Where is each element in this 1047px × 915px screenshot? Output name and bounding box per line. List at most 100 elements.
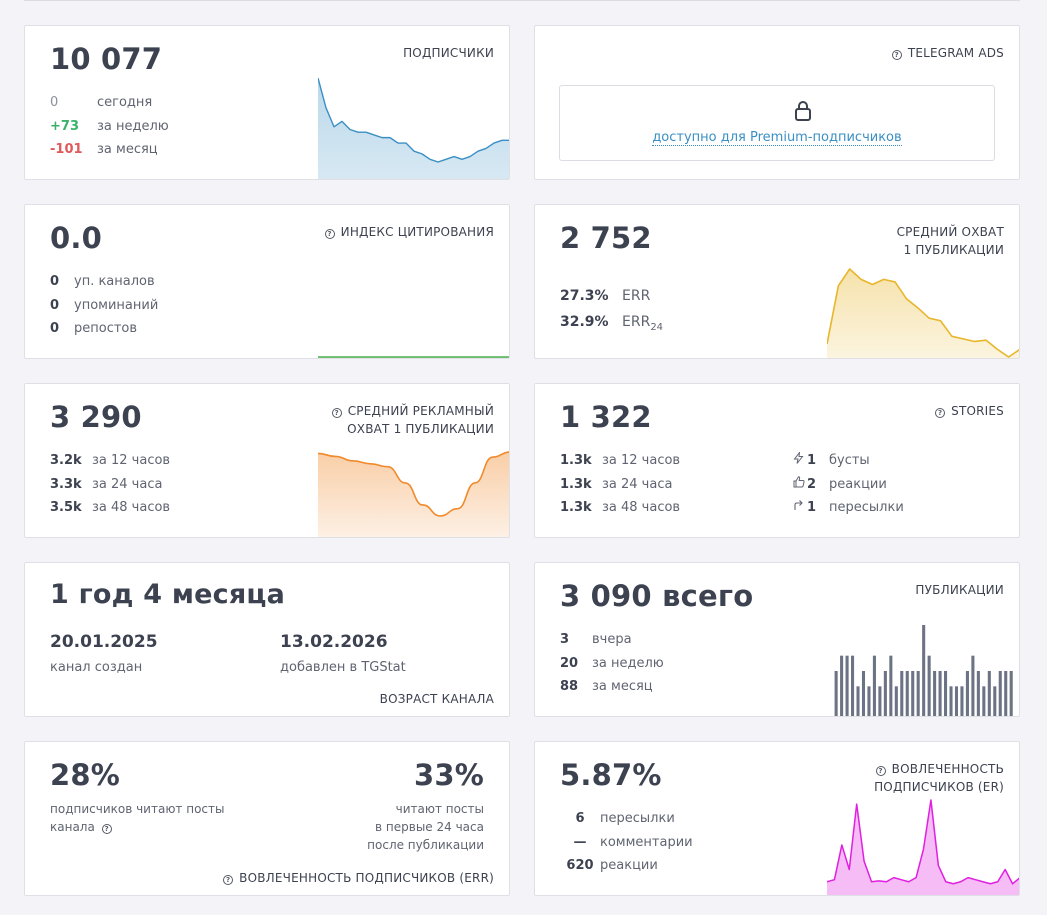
chart-bar (982, 686, 986, 716)
stat-label: за 48 часов (92, 500, 171, 515)
chart-line (827, 799, 1019, 885)
citation-chart (318, 356, 509, 358)
chart-line (827, 268, 1019, 358)
added-date: 13.02.2026 (280, 632, 388, 652)
stat-label: за 24 часа (602, 476, 673, 492)
stat-label: за 48 часов (602, 500, 681, 515)
er-card[interactable]: 5.87% ? ВОВЛЕЧЕННОСТЬ ПОДПИСЧИКОВ (ER) 6 пе… (534, 741, 1020, 896)
chart-bar (878, 686, 882, 716)
chart-bar (911, 671, 915, 716)
chart-bar (960, 686, 964, 716)
thumb-icon (793, 473, 807, 497)
stat-label: за неделю (592, 655, 664, 671)
channel-age-card[interactable]: 1 год 4 месяца 20.01.2025 канал создан 1… (24, 562, 510, 717)
stat-value: — (573, 834, 587, 850)
avg-reach-stats: 27.3% ERR 32.9% ERR24 (560, 283, 663, 341)
forward-icon (793, 496, 807, 520)
chart-bar (998, 671, 1002, 716)
posts-total: 3 090 всего (560, 579, 753, 613)
premium-link[interactable]: доступно для Premium-подписчиков (652, 130, 902, 146)
posts-card[interactable]: 3 090 всего ПУБЛИКАЦИИ 3 вчера 20 за недел… (534, 562, 1020, 717)
help-icon[interactable]: ? (935, 408, 946, 418)
stat-value: 6 (575, 811, 585, 826)
chart-bar (965, 671, 969, 716)
chart-bar (927, 655, 931, 716)
subscribers-card[interactable]: 10 077 ПОДПИСЧИКИ 0 сегодня +73 за неделю … (24, 25, 510, 180)
help-icon[interactable]: ? (223, 875, 234, 885)
chart-bar (905, 671, 909, 716)
chart-bar (944, 671, 948, 716)
stat-value: 2 (807, 476, 817, 492)
stat-value: 20 (560, 655, 579, 671)
posts-chart (834, 625, 1018, 717)
stat-value: 1.3k (560, 453, 592, 468)
chart-bar (872, 655, 876, 716)
help-icon[interactable]: ? (891, 50, 902, 60)
stat-label: вчера (592, 632, 632, 647)
citation-card[interactable]: 0.0 ? ИНДЕКС ЦИТИРОВАНИЯ 0 уп. каналов 0 уп… (24, 204, 510, 359)
chart-bar (845, 655, 849, 716)
ad-reach-title: ? СРЕДНИЙ РЕКЛАМНЫЙ ОХВАТ 1 ПУБЛИКАЦИИ (331, 402, 494, 438)
chart-bar (993, 686, 997, 716)
help-icon[interactable]: ? (875, 766, 886, 776)
stories-title: ? STORIES (935, 402, 1004, 420)
stat-label: реакции (829, 476, 887, 492)
chart-bar (900, 671, 904, 716)
stat-label: пересылки (600, 811, 675, 826)
lock-icon (795, 101, 811, 121)
err-right-value: 33% (413, 758, 484, 792)
stat-label: за 24 часа (92, 476, 163, 492)
stat-label: сегодня (97, 95, 153, 110)
ad-reach-chart (318, 451, 509, 537)
stat-label: за месяц (592, 679, 653, 694)
ad-reach-card[interactable]: 3 290 ? СРЕДНИЙ РЕКЛАМНЫЙ ОХВАТ 1 ПУБЛИКАЦ… (24, 383, 510, 538)
stat-label: пересылки (829, 500, 904, 515)
chart-bar (916, 671, 920, 716)
created-date: 20.01.2025 (50, 632, 158, 652)
stat-value: 3 (560, 632, 570, 647)
added-label: добавлен в TGStat (280, 660, 406, 675)
help-icon[interactable]: ? (324, 229, 335, 239)
citation-index-value: 0.0 (50, 221, 102, 255)
er-chart (827, 799, 1019, 895)
created-label: канал создан (50, 660, 143, 675)
avg-reach-card[interactable]: 2 752 СРЕДНИЙ ОХВАТ 1 ПУБЛИКАЦИИ 27.3% ERR… (534, 204, 1020, 359)
err-left-caption: подписчиков читают посты канала ? (50, 802, 225, 834)
stat-value: 1 (807, 453, 817, 468)
avg-reach-title: СРЕДНИЙ ОХВАТ 1 ПУБЛИКАЦИИ (896, 225, 1004, 257)
stat-value: 88 (560, 679, 579, 694)
stat-value: 3.3k (50, 476, 82, 492)
ad-reach-value: 3 290 (50, 400, 142, 434)
err-title: ? ВОВЛЕЧЕННОСТЬ ПОДПИСЧИКОВ (ERR) (223, 869, 494, 887)
chart-bar (1009, 671, 1013, 716)
channel-age-title: ВОЗРАСТ КАНАЛА (379, 692, 494, 706)
stories-card[interactable]: 1 322 ? STORIES 1.3k за 12 часов 1.3k за 24… (534, 383, 1020, 538)
telegram-ads-card[interactable]: ? TELEGRAM ADS доступно для Premium-подпи… (534, 25, 1020, 180)
stat-value: 0 (50, 95, 59, 110)
chart-bar (1015, 716, 1018, 717)
subscribers-stats: 0 сегодня +73 за неделю -101 за месяц (50, 91, 169, 162)
chart-area-fill (827, 800, 1019, 895)
subscribers-count: 10 077 (50, 42, 163, 76)
help-icon[interactable]: ? (331, 408, 342, 418)
stat-label: за неделю (97, 118, 169, 134)
stat-value: 1.3k (560, 476, 592, 492)
stat-value: +73 (50, 118, 79, 134)
chart-bar (922, 625, 926, 716)
chart-bar (971, 655, 975, 716)
posts-title: ПУБЛИКАЦИИ (915, 583, 1004, 597)
chart-bar (954, 686, 959, 716)
err-card[interactable]: 28% подписчиков читают посты канала ? 33… (24, 741, 510, 896)
help-icon[interactable]: ? (101, 824, 112, 834)
ad-reach-stats: 3.2k за 12 часов 3.3k за 24 часа 3.5k за 48… (50, 449, 170, 520)
chart-bar (883, 671, 887, 716)
stat-value: -101 (50, 142, 83, 157)
chart-bar (976, 671, 980, 716)
subscribers-title: ПОДПИСЧИКИ (403, 46, 494, 60)
stat-value: 0 (50, 274, 60, 289)
stat-value: 3.2k (50, 453, 82, 468)
chart-bar (840, 655, 844, 716)
stat-label: репостов (74, 321, 138, 336)
chart-bar (834, 671, 838, 716)
stories-value: 1 322 (560, 400, 652, 434)
